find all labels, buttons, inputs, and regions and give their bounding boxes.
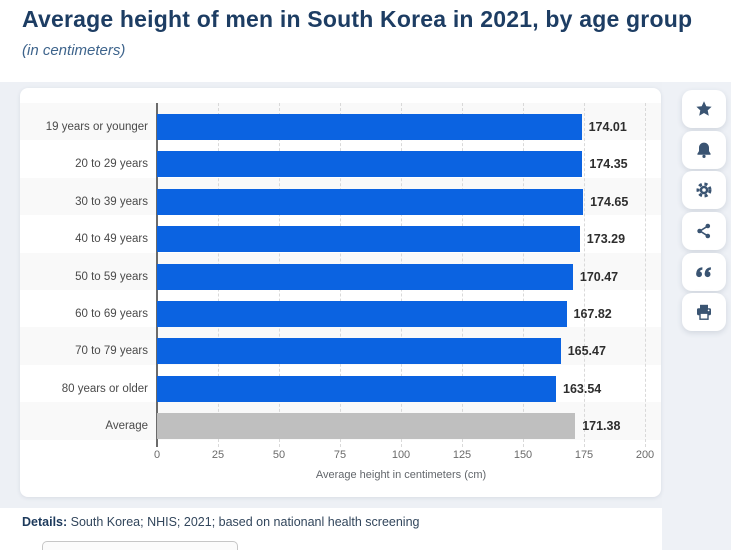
bar[interactable] [157,300,567,327]
bar[interactable] [157,413,576,440]
chart-row: 80 years or older 163.54 [20,365,661,402]
page-subtitle: (in centimeters) [22,42,126,59]
details-text: South Korea; NHIS; 2021; based on nation… [67,515,420,529]
bar[interactable] [157,338,561,365]
bar[interactable] [157,226,580,253]
favorite-button[interactable] [682,90,726,128]
chart-row: 30 to 39 years 174.65 [20,177,661,216]
category-label: 40 to 49 years [75,233,148,246]
x-axis-title: Average height in centimeters (cm) [315,469,487,481]
value-label: 174.35 [589,157,628,172]
bar[interactable] [157,151,583,178]
partial-dropdown[interactable] [42,541,238,550]
x-tick-label: 125 [452,449,472,461]
value-label: 174.01 [588,120,627,134]
value-label: 174.65 [590,194,629,209]
x-tick-label: 100 [391,449,411,461]
category-label: 19 years or younger [45,121,148,133]
value-label: 173.29 [586,232,626,247]
quote-icon [695,263,713,281]
chart-rows: 19 years or younger 174.01 20 to 29 years 1… [20,103,661,440]
chart-row: Average 171.38 [20,402,661,440]
value-label: 165.47 [567,344,606,359]
printer-icon [695,303,713,321]
x-tick-label: 175 [574,449,594,461]
details-label: Details: [22,515,68,529]
value-label: 167.82 [573,306,612,321]
print-button[interactable] [682,293,726,331]
chart-row: 50 to 59 years 170.47 [20,252,661,290]
y-axis-line [155,103,158,447]
value-label: 171.38 [582,419,621,434]
bar[interactable] [157,114,582,140]
chart-row: 19 years or younger 174.01 [20,103,661,141]
bar[interactable] [157,188,584,215]
chart-row: 40 to 49 years 173.29 [20,215,661,253]
notifications-button[interactable] [682,131,726,169]
settings-button[interactable] [682,171,726,209]
cite-button[interactable] [682,253,726,291]
chart-row: 70 to 79 years 165.47 [20,327,661,365]
gear-icon [695,181,713,199]
category-label: 60 to 69 years [75,307,148,320]
share-button[interactable] [682,212,726,250]
chart-row: 20 to 29 years 174.35 [20,140,661,178]
x-tick-label: 50 [272,449,286,461]
chart-row: 60 to 69 years 167.82 [20,290,661,327]
category-label: 70 to 79 years [75,345,148,358]
bar[interactable] [157,263,573,290]
x-axis-ticks: 0 25 50 75 100 125 150 175 200 [153,449,654,463]
page-title: Average height of men in South Korea in … [22,6,693,32]
category-label: 30 to 39 years [75,195,148,208]
x-tick-label: 0 [153,449,161,461]
value-label: 163.54 [563,381,602,396]
details-row: Details: South Korea; NHIS; 2021; based … [22,515,419,529]
x-tick-label: 150 [513,449,533,461]
x-tick-label: 200 [635,449,655,461]
category-label: 20 to 29 years [75,158,148,171]
category-label: 50 to 59 years [75,270,148,283]
x-tick-label: 25 [211,449,225,461]
bar[interactable] [157,375,556,402]
category-label: Average [105,420,148,433]
star-icon [695,100,713,118]
x-tick-label: 75 [333,449,347,461]
bar-chart-card: 19 years or younger 174.01 20 to 29 years 1… [20,88,661,497]
bell-icon [695,141,713,159]
share-icon [695,222,713,240]
value-label: 170.47 [579,269,619,284]
category-label: 80 years or older [61,382,148,395]
